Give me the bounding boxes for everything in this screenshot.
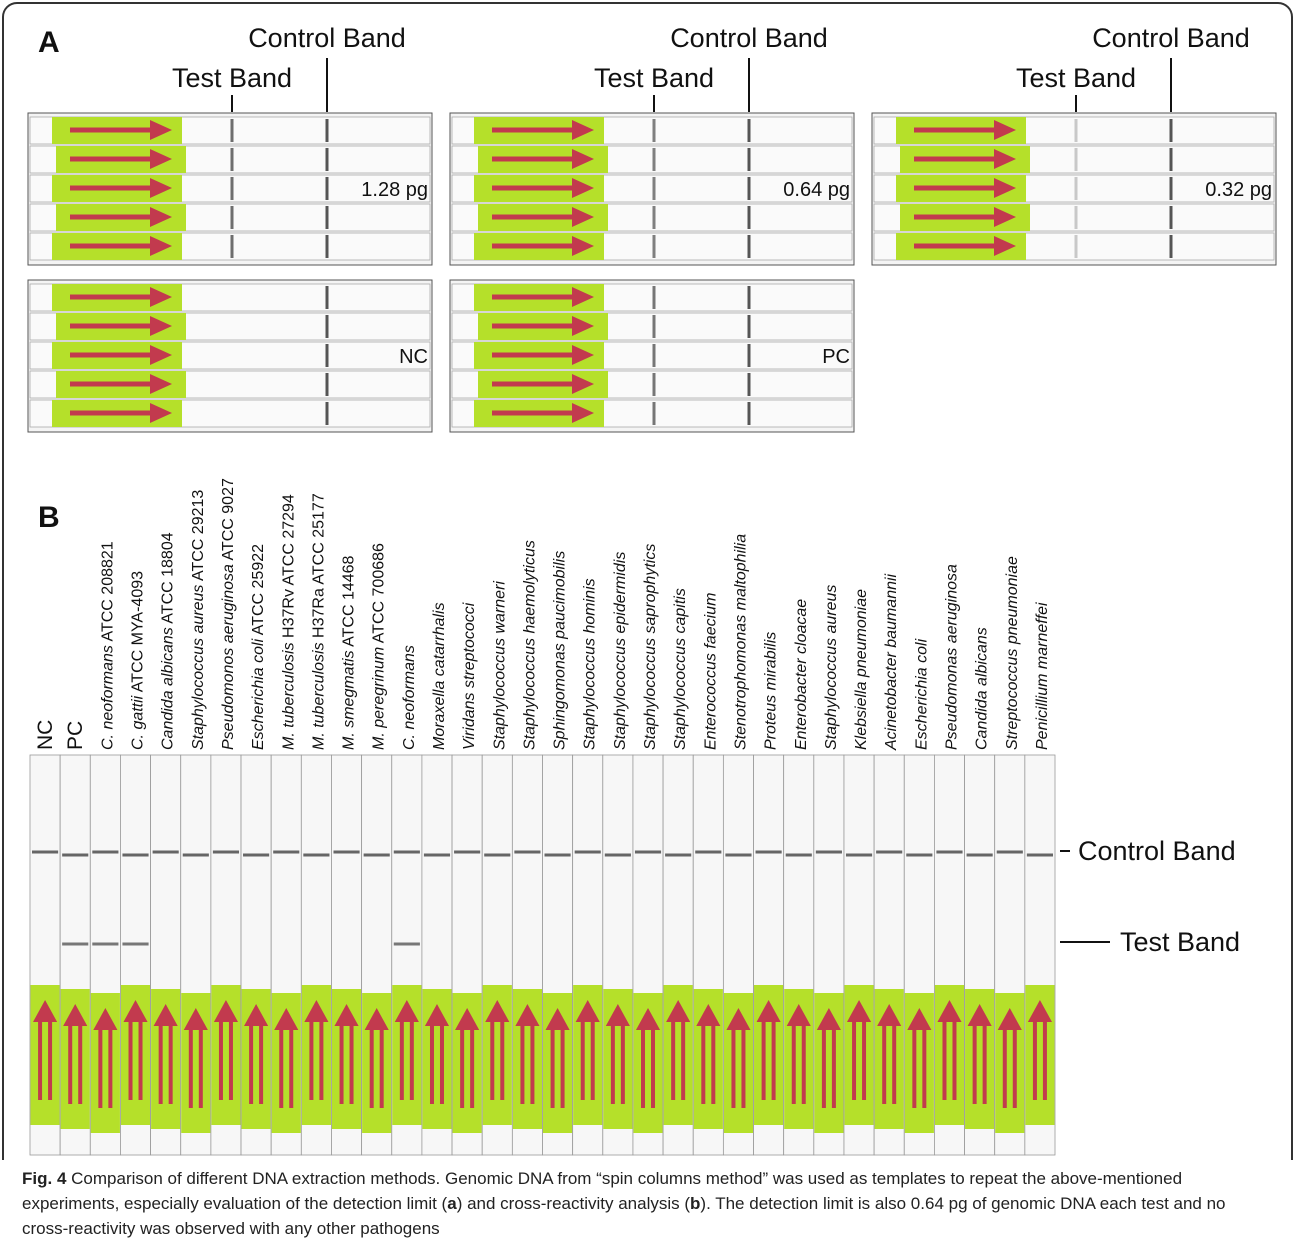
lane-label: Staphylococcus aureus ATCC 29213	[190, 490, 207, 750]
lane-label: Staphylococcus capitis	[672, 588, 689, 750]
species-name: Moraxella catarrhalis	[431, 602, 448, 750]
lane-label: Enterococcus faecium	[702, 593, 719, 750]
species-name: Viridans streptococci	[461, 602, 478, 750]
species-name: Candida albicans	[974, 627, 991, 750]
test-band-header: Test Band	[594, 63, 714, 93]
concentration-label: 0.64 pg	[783, 179, 850, 201]
lane-label: NC	[34, 720, 57, 750]
species-name: Pseudomonas aeruginosa	[943, 564, 960, 750]
test-band-header: Test Band	[172, 63, 292, 93]
lane-label: Viridans streptococci	[461, 602, 478, 750]
figure-image: A B Control Band Test Band Control Band T…	[0, 0, 1295, 1160]
strain-name: ATCC 700686	[371, 543, 388, 643]
species-name: Staphylococcus epidermidis	[612, 552, 629, 750]
species-name: Enterococcus faecium	[702, 593, 719, 750]
lane-label: M. tuberculosis H37Ra ATCC 25177	[310, 493, 327, 750]
species-name: Penicillium marneffei	[1034, 602, 1051, 750]
strain-name: H37Rv ATCC 27294	[280, 494, 297, 638]
lane-label: Pseudomonos aeruginosa ATCC 9027	[220, 478, 237, 750]
species-name: Staphylococcus capitis	[672, 588, 689, 750]
strain-name: ATCC 208821	[99, 541, 116, 641]
strain-name: ATCC MYA-4093	[130, 571, 147, 692]
lane-label: Sphingomonas paucimobilis	[552, 551, 569, 750]
species-name: M. peregrinum	[371, 647, 388, 750]
lane-label: M. peregrinum ATCC 700686	[371, 543, 388, 750]
lane-label: Staphylococcus aureus	[823, 585, 840, 750]
species-name: Streptococcus pneumoniae	[1004, 556, 1021, 750]
species-name: M. tuberculosis	[280, 642, 297, 750]
strain-name: ATCC 9027	[220, 478, 237, 561]
strain-name: ATCC 25922	[250, 544, 267, 635]
concentration-label: PC	[822, 346, 850, 368]
strain-name: ATCC 29213	[190, 490, 207, 581]
species-name: Sphingomonas paucimobilis	[552, 551, 569, 750]
lane-label: C. neoformans	[401, 645, 418, 750]
lane-label: Staphylococcus warneri	[491, 581, 508, 750]
control-band-header: Control Band	[670, 23, 828, 53]
species-name: C. gattii	[130, 695, 147, 750]
strain-name: ATCC 18804	[160, 532, 177, 623]
species-name: Staphylococcus aureus	[190, 585, 207, 750]
lane-label: C. neoformans ATCC 208821	[99, 541, 116, 750]
concentration-label: NC	[399, 346, 428, 368]
caption-label: Fig. 4	[22, 1169, 66, 1188]
species-name: Candida albicans	[160, 627, 177, 750]
lane-label: Enterobacter cloacae	[793, 599, 810, 750]
lane-label: M. smegmatis ATCC 14468	[341, 555, 358, 750]
species-name: C. neoformans	[401, 645, 418, 750]
lane-label: C. gattii ATCC MYA-4093	[130, 571, 147, 750]
lane-label: Staphylococcus haemolyticus	[521, 540, 538, 750]
species-name: M. smegmatis	[341, 650, 358, 750]
lane-label: Moraxella catarrhalis	[431, 602, 448, 750]
lane-label: Proteus mirabilis	[763, 632, 780, 750]
species-name: C. neoformans	[99, 645, 116, 750]
test-band-header: Test Band	[1016, 63, 1136, 93]
strain-name: H37Ra ATCC 25177	[310, 493, 327, 638]
lane-label: Candida albicans	[974, 627, 991, 750]
strain-name: ATCC 14468	[341, 555, 358, 646]
species-name: M. tuberculosis	[310, 642, 327, 750]
lane-label: Staphylococcus saprophytics	[642, 544, 659, 750]
species-name: Staphylococcus hominis	[582, 578, 599, 750]
lane-label: Staphylococcus hominis	[582, 578, 599, 750]
figure: A B Control Band Test Band Control Band T…	[0, 0, 1295, 1251]
species-name: Pseudomonos aeruginosa	[220, 564, 237, 750]
caption-text: b	[690, 1194, 700, 1213]
lane-label: Acinetobacter baumannii	[883, 573, 900, 751]
species-name: Stenotrophomonas maltophilia	[732, 534, 749, 750]
species-name: Klebsiella pneumoniae	[853, 589, 870, 750]
species-name: Staphylococcus saprophytics	[642, 544, 659, 750]
lane-label: Escherichia coli ATCC 25922	[250, 544, 267, 750]
concentration-label: 0.32 pg	[1205, 179, 1272, 201]
lane-label: Pseudomonas aeruginosa	[943, 564, 960, 750]
panel-label: B	[38, 501, 60, 534]
lane-label: Escherichia coli	[913, 638, 930, 750]
panel-label: A	[38, 26, 60, 59]
lane-label: Penicillium marneffei	[1034, 602, 1051, 750]
control-band-header: Control Band	[248, 23, 406, 53]
species-name: Escherichia coli	[913, 638, 930, 750]
caption-text: ) and cross-reactivity analysis (	[457, 1194, 690, 1213]
species-name: Staphylococcus haemolyticus	[521, 540, 538, 750]
concentration-label: 1.28 pg	[361, 179, 428, 201]
lane-label: M. tuberculosis H37Rv ATCC 27294	[280, 494, 297, 750]
lane-label: PC	[64, 721, 87, 750]
lane-label: Candida albicans ATCC 18804	[160, 532, 177, 750]
control-band-label: Control Band	[1078, 836, 1236, 866]
species-name: Staphylococcus aureus	[823, 585, 840, 750]
lane-label: Staphylococcus epidermidis	[612, 552, 629, 750]
lane-label: Stenotrophomonas maltophilia	[732, 534, 749, 750]
species-name: Acinetobacter baumannii	[883, 573, 900, 751]
control-band-header: Control Band	[1092, 23, 1250, 53]
test-band-label: Test Band	[1120, 927, 1240, 957]
caption: Fig. 4 Comparison of different DNA extra…	[22, 1166, 1272, 1241]
lane-label: Streptococcus pneumoniae	[1004, 556, 1021, 750]
species-name: Proteus mirabilis	[763, 632, 780, 750]
species-name: Enterobacter cloacae	[793, 599, 810, 750]
caption-text: a	[447, 1194, 456, 1213]
species-name: Escherichia coli	[250, 638, 267, 750]
lane-label: Klebsiella pneumoniae	[853, 589, 870, 750]
species-name: Staphylococcus warneri	[491, 581, 508, 750]
